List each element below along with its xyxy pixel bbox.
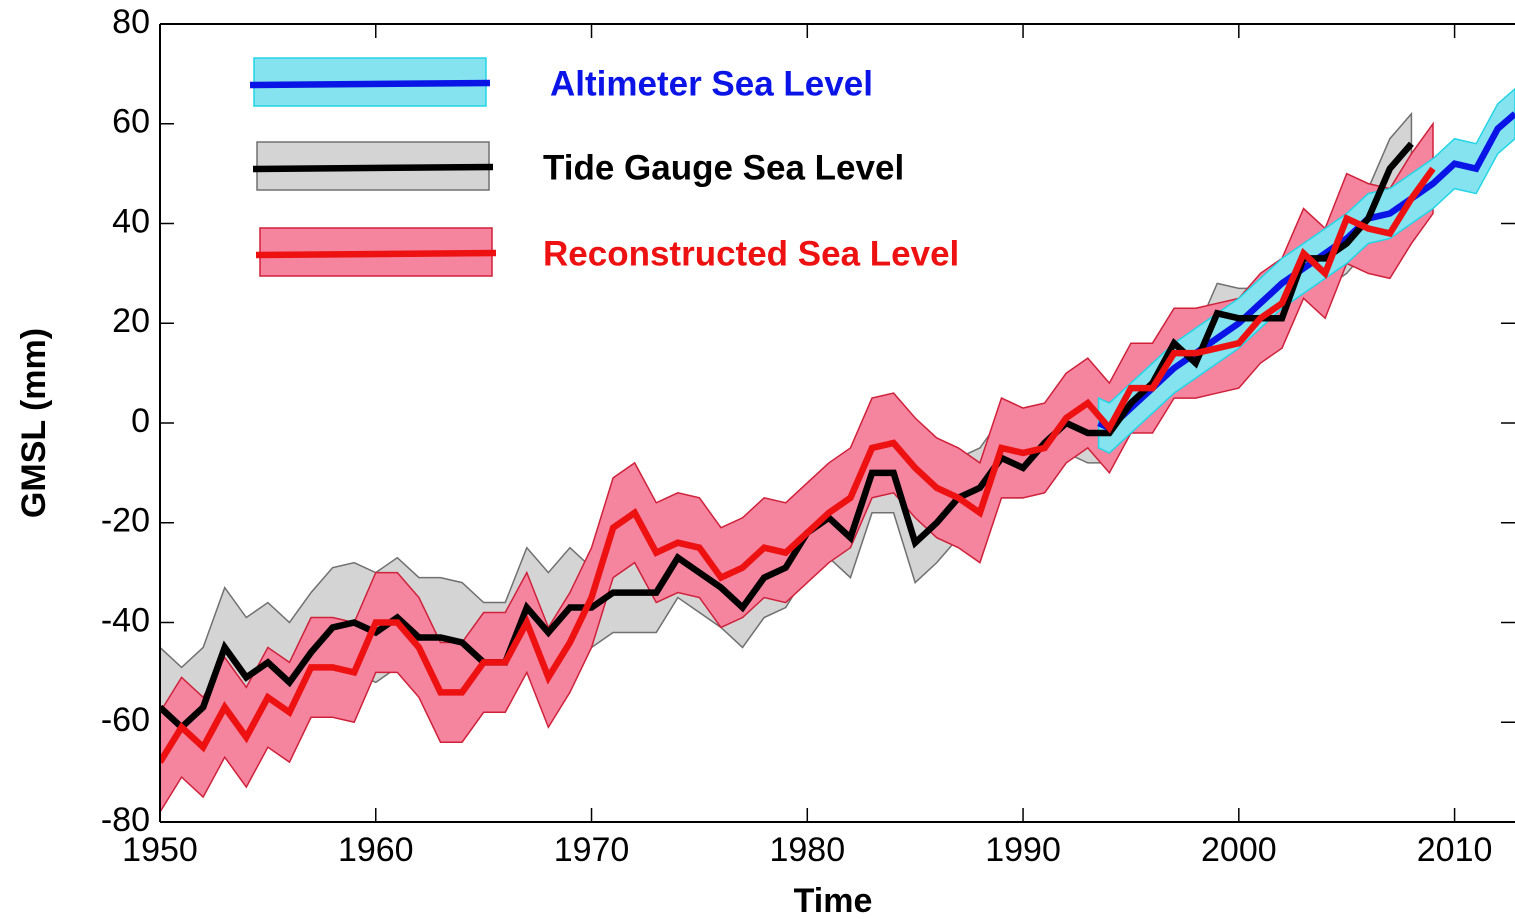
x-tick-label: 1980	[769, 831, 845, 869]
y-tick-label: 20	[112, 302, 150, 340]
x-tick-label: 2010	[1417, 831, 1493, 869]
x-tick-label: 1950	[122, 831, 198, 869]
y-tick-label: 40	[112, 202, 150, 240]
legend-label: Altimeter Sea Level	[550, 64, 873, 103]
band	[160, 121, 1434, 814]
series-line	[160, 166, 1436, 764]
plot-area	[160, 87, 1515, 814]
x-tick-label: 2000	[1201, 831, 1277, 869]
band	[1097, 87, 1515, 454]
legend-label: Tide Gauge Sea Level	[543, 148, 904, 187]
legend-label: Reconstructed Sea Level	[543, 234, 959, 273]
legend-swatch-line	[255, 249, 497, 259]
y-tick-label: -80	[101, 801, 150, 839]
x-axis-label: Time	[794, 882, 873, 919]
y-tick-label: 0	[131, 402, 150, 440]
y-tick-label: -40	[101, 601, 150, 639]
x-tick-label: 1990	[985, 831, 1061, 869]
y-tick-label: -60	[101, 701, 150, 739]
series-line	[160, 141, 1414, 732]
y-tick-label: 60	[112, 103, 150, 141]
x-tick-label: 1960	[338, 831, 414, 869]
legend-swatch-line	[249, 79, 491, 89]
y-tick-label: 80	[112, 3, 150, 41]
y-axis-label: GMSL (mm)	[15, 328, 53, 518]
y-tick-label: -20	[101, 502, 150, 540]
x-tick-label: 1970	[554, 831, 630, 869]
legend-swatch-line	[252, 163, 494, 173]
